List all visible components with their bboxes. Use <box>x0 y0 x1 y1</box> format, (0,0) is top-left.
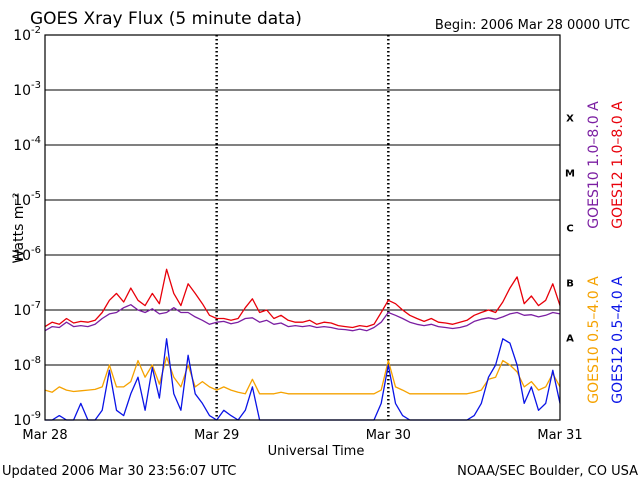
legend-entry: GOES10 0.5–4.0 A <box>586 276 602 404</box>
y-tick-label: 10-4 <box>13 135 41 154</box>
y-tick-label: 10-6 <box>13 245 41 264</box>
x-tick-label: Mar 31 <box>537 428 582 443</box>
series-layer <box>44 268 561 421</box>
series-line <box>44 356 561 395</box>
y-tick-label: 10-9 <box>13 410 41 429</box>
chart-title: GOES Xray Flux (5 minute data) <box>30 9 302 29</box>
legend-entry: GOES12 0.5–4.0 A <box>610 276 626 404</box>
x-axis-label: Universal Time <box>268 444 365 459</box>
flare-class-label: B <box>566 279 574 290</box>
plot-frame <box>44 34 561 421</box>
flare-class-label: A <box>566 334 574 345</box>
series-line <box>44 268 561 329</box>
flare-class-label: C <box>566 224 573 235</box>
legend: GOES10 1.0–8.0 A GOES12 1.0–8.0 A GOES10 0… <box>586 101 626 404</box>
flare-class-label: M <box>565 169 575 180</box>
legend-entry: GOES12 1.0–8.0 A <box>610 101 626 229</box>
updated-timestamp: Updated 2006 Mar 30 23:56:07 UTC <box>2 464 236 479</box>
y-axis-label: Watts m⁻² <box>11 193 27 264</box>
grid-layer <box>45 34 560 421</box>
flare-class-labels: X M C B A <box>565 114 575 345</box>
y-tick-labels: 10-2 10-3 10-4 10-5 10-6 10-7 10-8 10-9 <box>13 25 41 429</box>
y-tick-label: 10-3 <box>13 80 41 99</box>
flare-class-label: X <box>566 114 574 125</box>
x-tick-label: Mar 29 <box>194 428 239 443</box>
x-tick-label: Mar 30 <box>366 428 411 443</box>
y-tick-label: 10-7 <box>13 300 41 319</box>
begin-date-label: Begin: 2006 Mar 28 0000 UTC <box>435 18 630 33</box>
legend-entry: GOES10 1.0–8.0 A <box>586 101 602 229</box>
x-tick-label: Mar 28 <box>22 428 67 443</box>
x-tick-labels: Mar 28 Mar 29 Mar 30 Mar 31 <box>22 428 582 443</box>
source-credit: NOAA/SEC Boulder, CO USA <box>457 464 638 479</box>
y-tick-label: 10-2 <box>13 25 41 44</box>
y-tick-label: 10-5 <box>13 190 41 209</box>
y-tick-label: 10-8 <box>13 355 41 374</box>
series-line <box>44 304 561 332</box>
